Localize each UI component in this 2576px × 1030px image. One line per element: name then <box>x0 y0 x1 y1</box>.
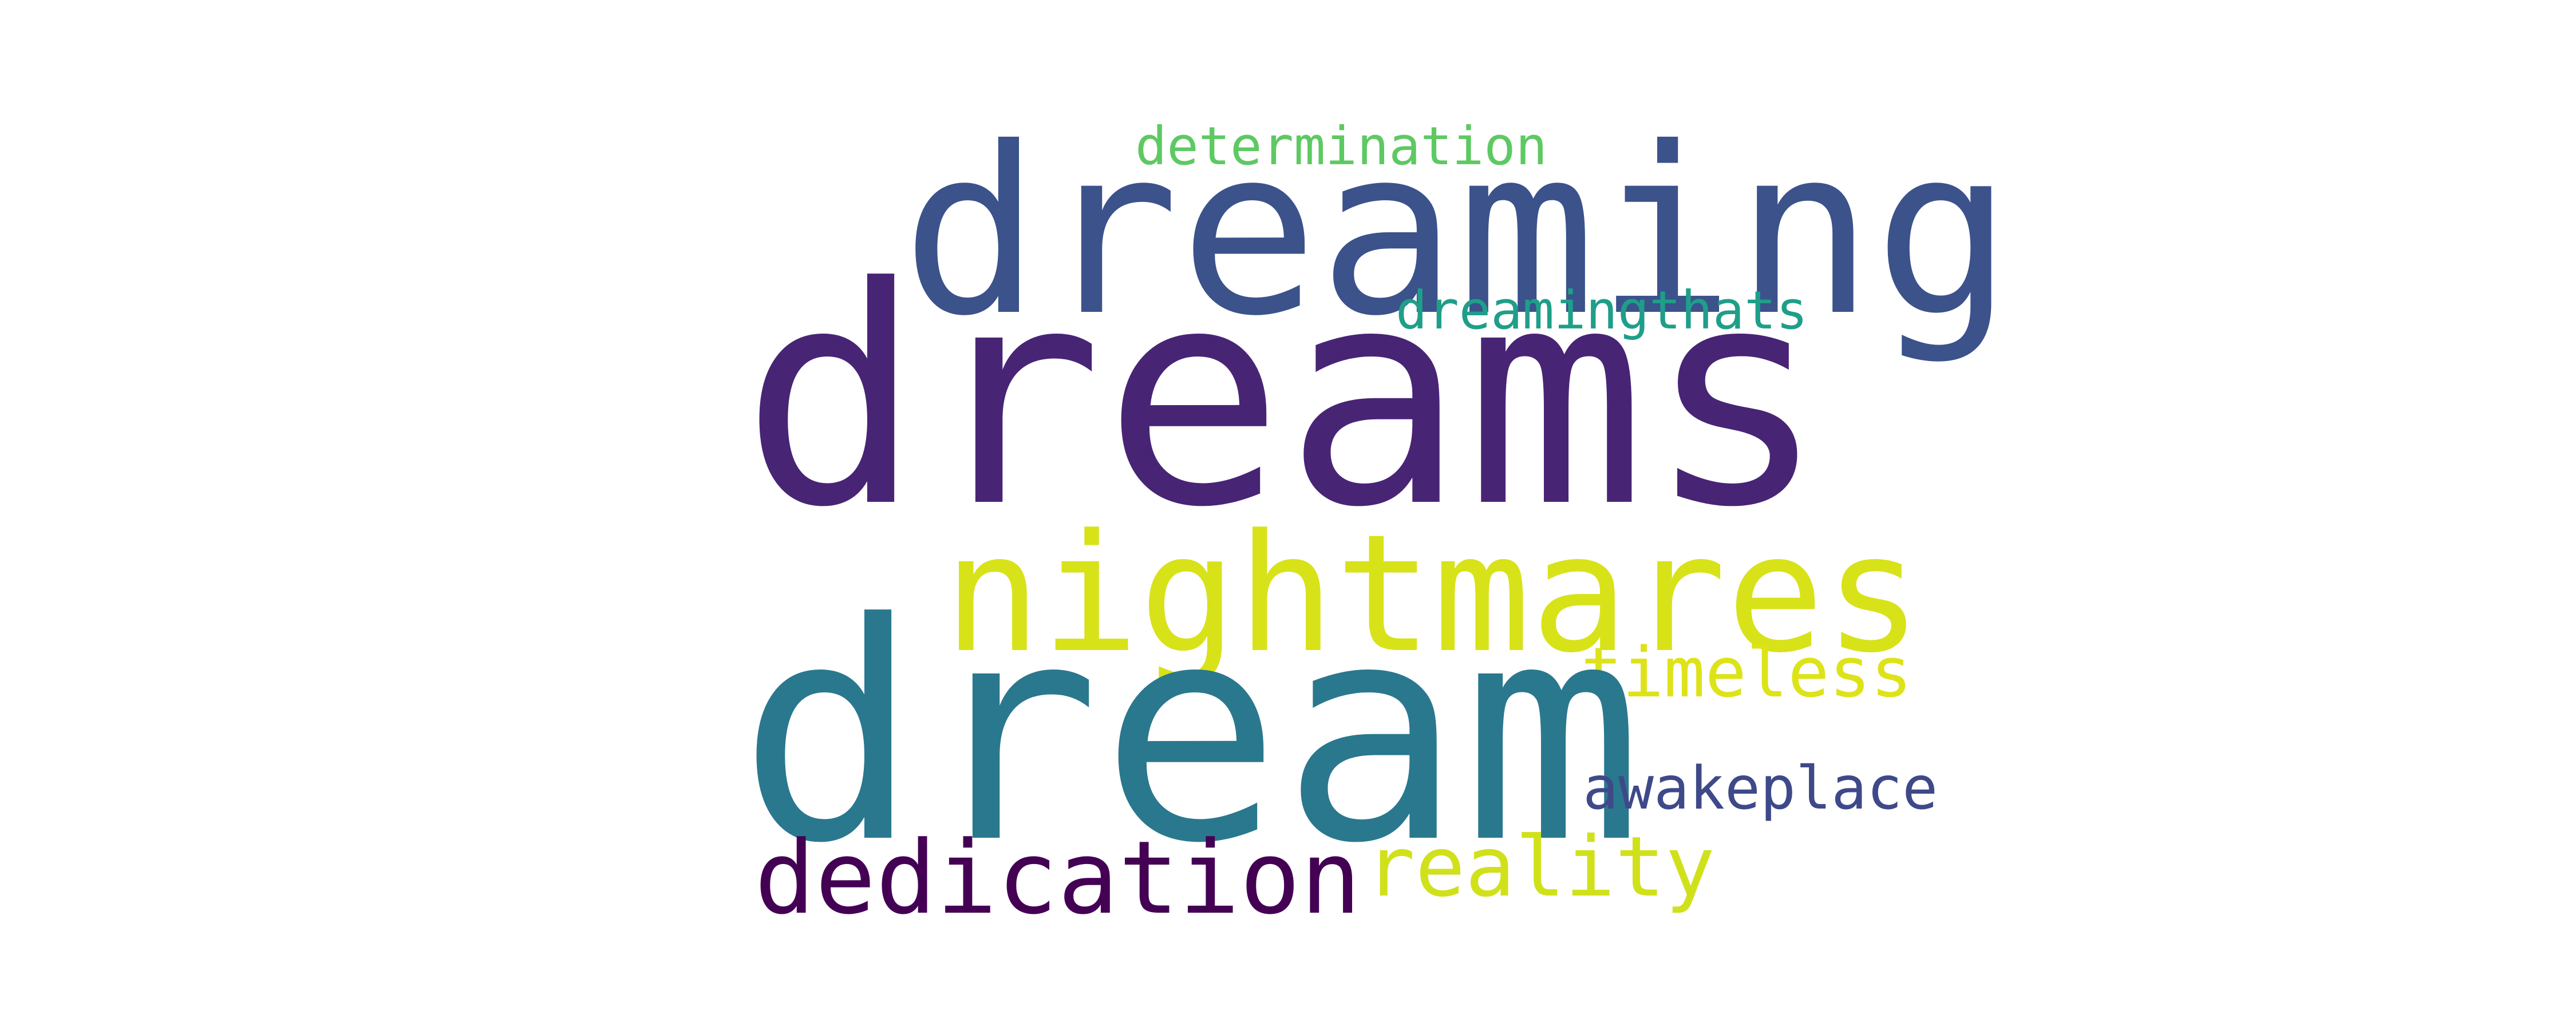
word-timeless: timeless <box>1581 633 1912 713</box>
word-dedication: dedication <box>754 819 1361 937</box>
word-dream: dream <box>738 559 1643 909</box>
word-determination: determination <box>1135 116 1548 177</box>
word-awakeplace: awakeplace <box>1583 754 1938 823</box>
word-reality: reality <box>1365 819 1716 916</box>
word-dreaming: dreaming <box>902 98 2013 367</box>
word-nightmares: nightmares <box>943 499 1922 688</box>
word-dreams: dreams <box>741 223 1827 573</box>
word-dreamingthats: dreamingthats <box>1396 280 1808 341</box>
